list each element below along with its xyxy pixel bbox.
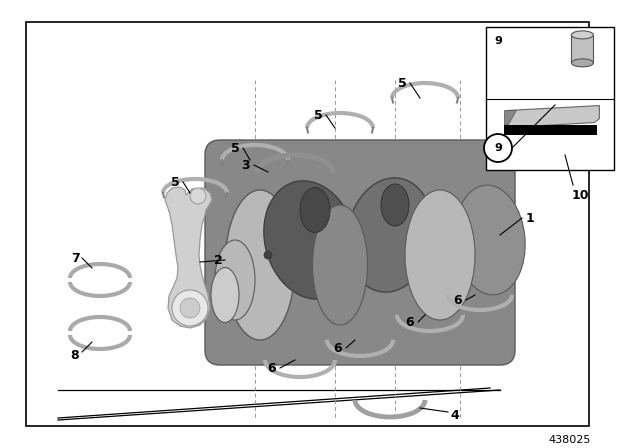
Text: 5: 5 — [230, 142, 239, 155]
Polygon shape — [504, 111, 516, 125]
Text: 6: 6 — [454, 293, 462, 306]
Text: 9: 9 — [495, 36, 502, 46]
Text: 5: 5 — [397, 77, 406, 90]
Ellipse shape — [405, 190, 475, 320]
Text: 3: 3 — [242, 159, 250, 172]
Text: 7: 7 — [70, 251, 79, 264]
Circle shape — [545, 80, 556, 90]
Ellipse shape — [347, 178, 433, 292]
Text: 8: 8 — [70, 349, 79, 362]
Ellipse shape — [572, 59, 593, 67]
Circle shape — [172, 290, 208, 326]
Text: 2: 2 — [214, 254, 222, 267]
Ellipse shape — [225, 190, 295, 340]
Ellipse shape — [215, 240, 255, 320]
Circle shape — [180, 298, 200, 318]
Ellipse shape — [312, 205, 367, 325]
Ellipse shape — [381, 184, 409, 226]
Ellipse shape — [572, 31, 593, 39]
Circle shape — [190, 188, 206, 204]
Bar — [504, 125, 597, 134]
Ellipse shape — [551, 75, 593, 125]
Circle shape — [589, 80, 598, 90]
Bar — [26, 22, 589, 426]
Circle shape — [264, 251, 272, 259]
Polygon shape — [506, 106, 600, 128]
Text: 1: 1 — [525, 211, 534, 224]
Text: 4: 4 — [450, 409, 459, 422]
Polygon shape — [165, 187, 212, 328]
Text: 6: 6 — [268, 362, 276, 375]
Text: 5: 5 — [314, 108, 323, 121]
FancyBboxPatch shape — [205, 140, 515, 365]
Text: 9: 9 — [494, 143, 502, 153]
Ellipse shape — [211, 267, 239, 323]
Text: 6: 6 — [333, 341, 342, 354]
Bar — [486, 27, 614, 170]
Bar — [572, 35, 593, 63]
Ellipse shape — [300, 188, 330, 233]
Text: 5: 5 — [171, 176, 179, 189]
Text: 438025: 438025 — [549, 435, 591, 445]
Circle shape — [567, 125, 577, 135]
Ellipse shape — [264, 181, 356, 299]
Ellipse shape — [455, 185, 525, 295]
Circle shape — [484, 134, 512, 162]
Text: 10: 10 — [572, 189, 589, 202]
Ellipse shape — [533, 55, 611, 145]
Text: 6: 6 — [406, 315, 414, 328]
